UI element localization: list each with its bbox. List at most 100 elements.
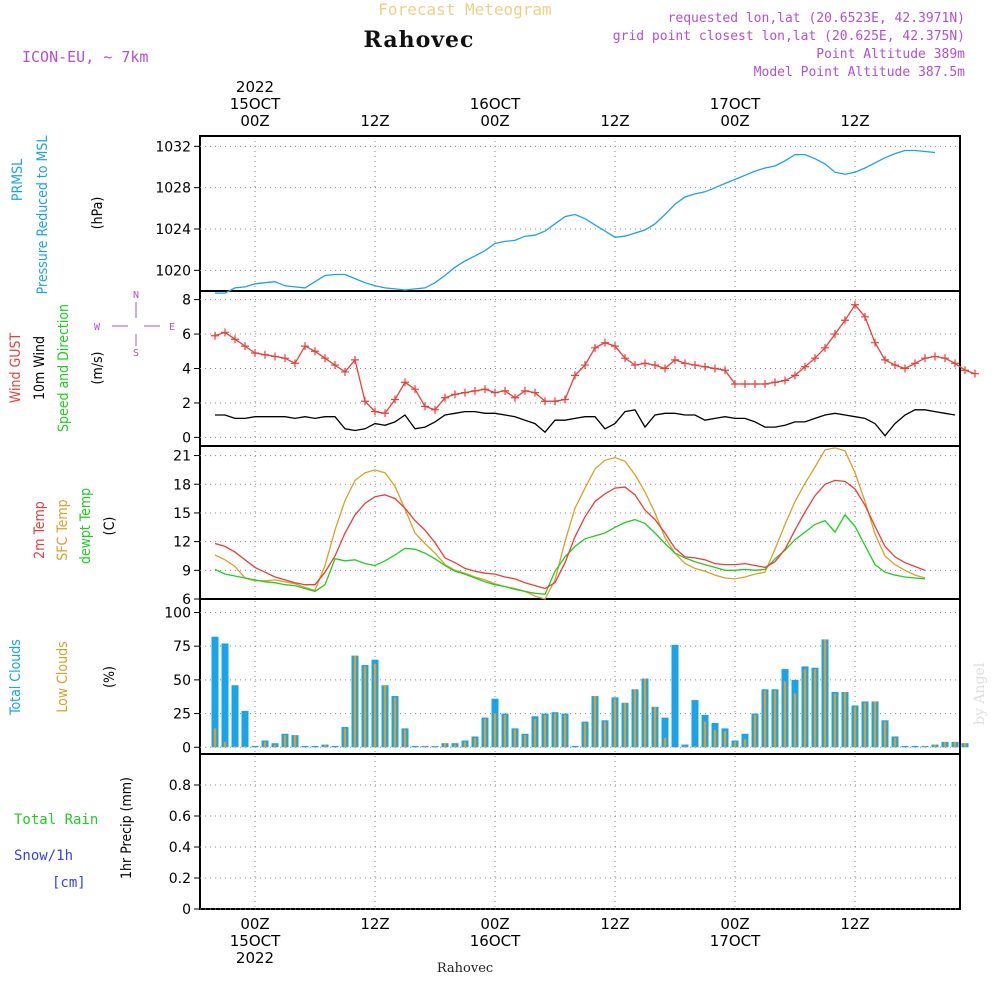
sfc-temp-ylabel: SFC Temp [55,499,71,560]
low-cloud-bar [293,735,297,748]
dewpt-line [214,513,926,595]
top-time-label: 00Z [240,112,269,130]
pressure-ylabel-short: PRMSL [10,159,26,201]
y-tick-label: 21 [173,449,191,465]
gust-point [451,390,459,399]
low-cloud-bar [513,729,517,748]
gust-point [571,371,579,380]
gust-point [721,366,729,375]
wind-dir-ylabel: Speed and Direction [56,304,72,432]
gust-point [711,364,719,373]
gust-point [291,359,299,368]
gust-point [611,342,619,351]
low-cloud-bar [593,696,597,748]
low-cloud-bar [263,741,267,748]
wind-ylabel: 10m Wind [32,336,48,400]
compass-north: N [133,290,139,301]
y-tick-label: 12 [173,535,191,551]
low-cloud-bar [323,744,327,748]
gust-point [961,366,969,375]
pressure-ylabel-long: Pressure Reduced to MSL [35,136,51,295]
top-time-label: 17OCT [710,95,761,113]
low-cloud-bar [403,729,407,748]
gust-point [631,361,639,370]
y-tick-label: 50 [173,673,191,689]
low-cloud-bar [603,721,607,748]
y-tick-label: 1020 [155,263,191,279]
low-cloud-bar [803,669,807,748]
low-cloud-bar [763,690,767,748]
bottom-time-label: 12Z [360,915,389,933]
gust-point [901,364,909,373]
gust-point [821,343,829,352]
gust-point [241,342,249,351]
total-cloud-bar [691,700,699,748]
watermark: by Angel [972,662,988,725]
y-tick-label: 6 [182,327,191,343]
bottom-time-label: 16OCT [470,932,521,950]
gust-point [401,378,409,387]
low-cloud-bar [883,721,887,748]
panel-pressure: 1020 1024 1028 1032 [155,135,961,292]
low-cloud-bar [863,702,867,748]
gust-point [441,393,449,402]
gust-point [541,397,549,406]
gust-point [531,388,539,397]
low-cloud-bar [813,669,817,748]
gust-point [761,380,769,388]
gust-point [591,343,599,352]
gust-point [391,395,399,404]
temp-unit: (C) [102,517,118,536]
low-cloud-bar [703,721,707,748]
total-cloud-bar [671,644,679,748]
bottom-time-label: 17OCT [710,932,761,950]
grid-point-coords: grid point closest lon,lat (20.625E, 42.… [613,29,965,44]
low-cloud-bar [843,692,847,748]
low-cloud-bar [523,735,527,748]
point-altitude: Point Altitude 389m [816,47,965,62]
wind-speed-line [215,409,956,437]
gust-point [871,338,879,347]
top-time-label: 2022 [236,78,274,96]
gust-point [691,361,699,370]
gust-point [561,395,569,404]
gust-point [641,359,649,368]
y-tick-label: 1028 [155,181,191,197]
low-cloud-bar [213,728,217,748]
gust-point [301,342,309,351]
gust-point [671,355,679,364]
low-cloud-bar [963,743,967,748]
gust-point [841,316,849,325]
compass-rose: N S W E [94,290,175,359]
gust-point [491,388,499,397]
low-cloud-bar [433,745,437,748]
low-cloud-bar [823,639,827,748]
low-cloud-bar [553,713,557,748]
compass-west: W [94,322,101,333]
panels-layer: 1020 1024 1028 1032 0 2 4 6 8 6 9 12 15 18 21 0 25 50 75 10… [8,78,979,967]
low-cloud-bar [493,713,497,748]
gust-ylabel: Wind GUST [8,333,24,404]
compass-south: S [133,348,139,359]
gust-point [771,378,779,387]
total-cloud-bar [241,710,249,748]
gust-point [581,361,589,370]
low-cloud-bar [283,735,287,748]
gust-point [621,354,629,363]
total-cloud-bar [411,745,419,748]
low-cloud-bar [873,701,877,748]
gust-point [331,361,339,370]
product-title: Forecast Meteogram [378,0,551,19]
snow-legend: Snow/1h [14,848,73,864]
bottom-time-label: 00Z [480,915,509,933]
low-cloud-bar [453,744,457,748]
gust-point [351,355,359,364]
low-cloud-bar [503,714,507,748]
gust-point [211,331,219,340]
y-tick-label: 0 [182,430,191,446]
gust-point [521,386,529,395]
gust-point [781,376,789,385]
top-time-label: 12Z [840,112,869,130]
low-cloud-bar [563,714,567,748]
